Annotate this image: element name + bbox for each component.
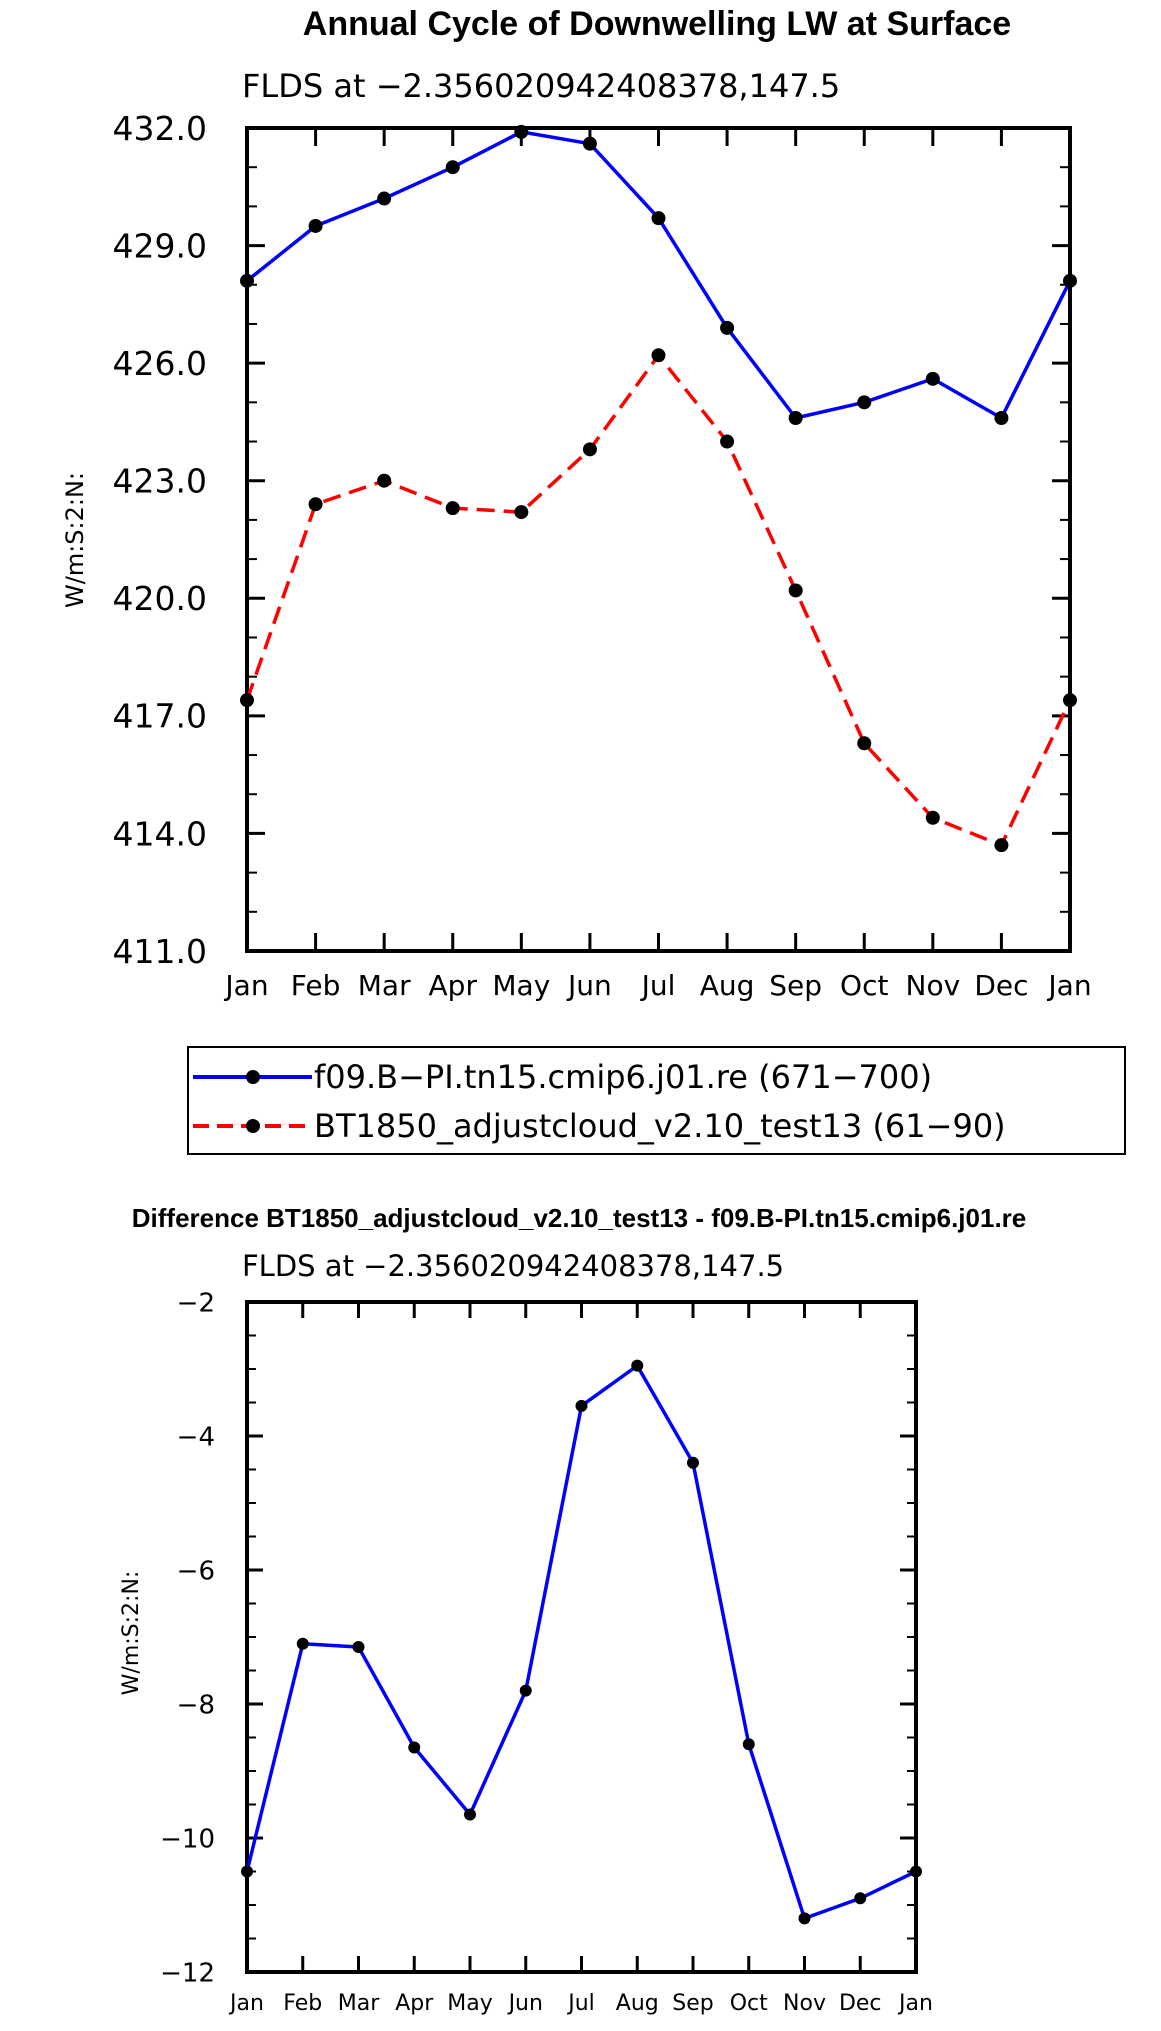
data-point: [720, 320, 735, 335]
y-tick-label: −8: [177, 1690, 215, 1720]
y-tick-label: 429.0: [113, 226, 207, 265]
data-point: [445, 501, 460, 516]
legend-marker-series-2: [246, 1119, 260, 1133]
data-point: [445, 160, 460, 175]
chart-1: Annual Cycle of Downwelling LW at Surfac…: [61, 5, 1126, 1155]
data-point: [651, 211, 666, 226]
data-point: [788, 583, 803, 598]
x-tick-label: Nov: [906, 969, 961, 1002]
x-tick-label: Dec: [974, 969, 1028, 1002]
y-tick-label: −2: [177, 1288, 215, 1318]
data-point: [464, 1808, 476, 1821]
x-tick-label: Jan: [1046, 969, 1091, 1002]
data-point: [308, 218, 323, 233]
legend-label-series-1: f09.B−PI.tn15.cmip6.j01.re (671−700): [314, 1058, 932, 1096]
chart-1-legend: f09.B−PI.tn15.cmip6.j01.re (671−700) BT1…: [187, 1046, 1126, 1155]
legend-label-series-2: BT1850_adjustcloud_v2.10_test13 (61−90): [314, 1107, 1006, 1145]
x-tick-label: Apr: [395, 1991, 434, 2016]
data-point: [788, 411, 803, 426]
data-point: [308, 497, 323, 512]
x-tick-label: Sep: [672, 1991, 713, 2016]
y-tick-label: 426.0: [113, 344, 207, 383]
chart-1-title: Annual Cycle of Downwelling LW at Surfac…: [303, 5, 1011, 43]
data-point: [925, 810, 940, 825]
data-point: [241, 1865, 253, 1878]
y-tick-label: 417.0: [113, 697, 207, 736]
x-tick-label: Mar: [358, 969, 411, 1002]
x-tick-label: Mar: [338, 1991, 380, 2016]
x-tick-label: Sep: [769, 969, 822, 1002]
x-tick-label: Jun: [507, 1991, 543, 2016]
data-point: [651, 348, 666, 363]
x-tick-label: Aug: [616, 1991, 659, 2016]
data-point: [408, 1741, 421, 1754]
chart-2-subtitle: FLDS at −2.356020942408378,147.5: [242, 1249, 784, 1283]
y-tick-label: −10: [160, 1824, 215, 1854]
data-point: [1063, 693, 1077, 708]
series-line-2: [245, 353, 1072, 847]
data-point: [1063, 273, 1077, 288]
y-tick-label: 420.0: [113, 579, 207, 618]
x-tick-label: Jul: [566, 1991, 595, 2016]
x-tick-label: Feb: [283, 1991, 322, 2016]
x-tick-label: Jan: [228, 1991, 264, 2016]
data-point: [519, 1684, 532, 1697]
data-point: [631, 1359, 644, 1372]
data-point: [377, 191, 392, 206]
data-point: [296, 1637, 309, 1650]
data-point: [240, 273, 254, 288]
data-point: [857, 736, 872, 751]
data-point: [687, 1456, 699, 1469]
x-tick-label: Jul: [640, 969, 676, 1002]
legend-frame: [187, 1046, 1126, 1155]
y-tick-label: −6: [177, 1556, 215, 1586]
x-tick-label: Aug: [700, 969, 755, 1002]
data-point: [994, 838, 1009, 853]
data-point: [377, 473, 392, 488]
data-point: [240, 693, 254, 708]
data-point: [720, 434, 735, 449]
x-tick-label: Jan: [897, 1991, 933, 2016]
data-point: [514, 124, 529, 139]
y-tick-label: −12: [160, 1958, 215, 1988]
y-tick-label: 411.0: [113, 932, 207, 971]
x-tick-label: Jun: [566, 969, 612, 1002]
data-point: [910, 1865, 922, 1878]
data-point: [798, 1912, 811, 1925]
chart-1-subtitle: FLDS at −2.356020942408378,147.5: [242, 67, 840, 105]
x-tick-label: May: [447, 1991, 492, 2016]
y-tick-label: 432.0: [113, 109, 207, 148]
chart-1-plot-frame: [245, 126, 1072, 953]
data-point: [514, 505, 529, 520]
chart-1-ylabel: W/m:S:2:N:: [61, 472, 89, 608]
chart-2-title: Difference BT1850_adjustcloud_v2.10_test…: [132, 1203, 1027, 1233]
y-tick-label: 414.0: [113, 814, 207, 853]
series-line-1: [245, 1363, 917, 1921]
x-tick-label: Jan: [223, 969, 268, 1002]
x-tick-label: Oct: [730, 1991, 768, 2016]
chart-2-ylabel: W/m:S:2:N:: [119, 1571, 144, 1696]
x-tick-label: Dec: [839, 1991, 882, 2016]
data-point: [582, 136, 597, 151]
legend-marker-series-1: [246, 1070, 260, 1084]
x-tick-label: Nov: [783, 1991, 826, 2016]
x-tick-label: Apr: [429, 969, 478, 1002]
data-point: [575, 1399, 588, 1412]
x-tick-label: Oct: [840, 969, 888, 1002]
data-point: [742, 1738, 755, 1751]
data-point: [857, 395, 872, 410]
data-point: [582, 442, 597, 457]
data-point: [925, 371, 940, 386]
y-tick-label: −4: [177, 1422, 215, 1452]
data-point: [352, 1641, 365, 1654]
series-line-1: [245, 130, 1072, 420]
data-point: [854, 1892, 867, 1905]
x-tick-label: May: [492, 969, 550, 1002]
data-point: [994, 411, 1009, 426]
y-tick-label: 423.0: [113, 462, 207, 501]
chart-2: Difference BT1850_adjustcloud_v2.10_test…: [119, 1203, 1026, 2016]
x-tick-label: Feb: [291, 969, 341, 1002]
